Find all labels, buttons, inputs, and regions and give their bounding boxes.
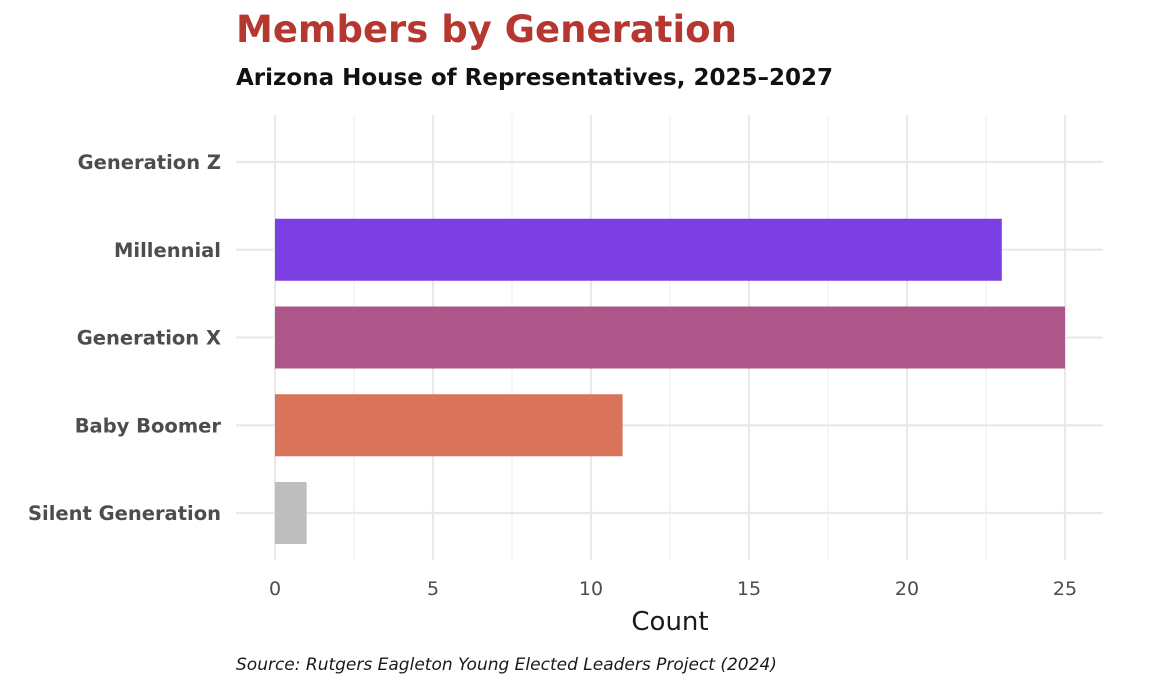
chart-title: Members by Generation	[236, 8, 737, 51]
x-tick-label: 5	[427, 578, 439, 600]
x-tick-label: 0	[269, 578, 281, 600]
x-tick-label: 10	[579, 578, 603, 600]
bar	[275, 482, 307, 544]
category-label: Generation X	[77, 327, 221, 350]
category-label: Baby Boomer	[75, 414, 222, 437]
chart-caption: Source: Rutgers Eagleton Young Elected L…	[236, 655, 777, 675]
x-axis-title: Count	[631, 607, 708, 637]
category-label: Millennial	[114, 239, 221, 262]
category-label: Silent Generation	[28, 502, 221, 525]
category-labels: Generation Z Millennial Generation X Baby B…	[28, 151, 221, 525]
x-tick-label: 15	[737, 578, 761, 600]
bar	[275, 306, 1065, 369]
chart-subtitle: Arizona House of Representatives, 2025–2…	[236, 65, 833, 91]
bar	[275, 218, 1002, 281]
x-tick-labels: 0 5 10 15 20 25	[269, 578, 1077, 600]
x-tick-label: 25	[1053, 578, 1077, 600]
bars	[275, 218, 1065, 544]
x-tick-label: 20	[895, 578, 919, 600]
category-label: Generation Z	[78, 151, 221, 174]
bar	[275, 394, 623, 457]
